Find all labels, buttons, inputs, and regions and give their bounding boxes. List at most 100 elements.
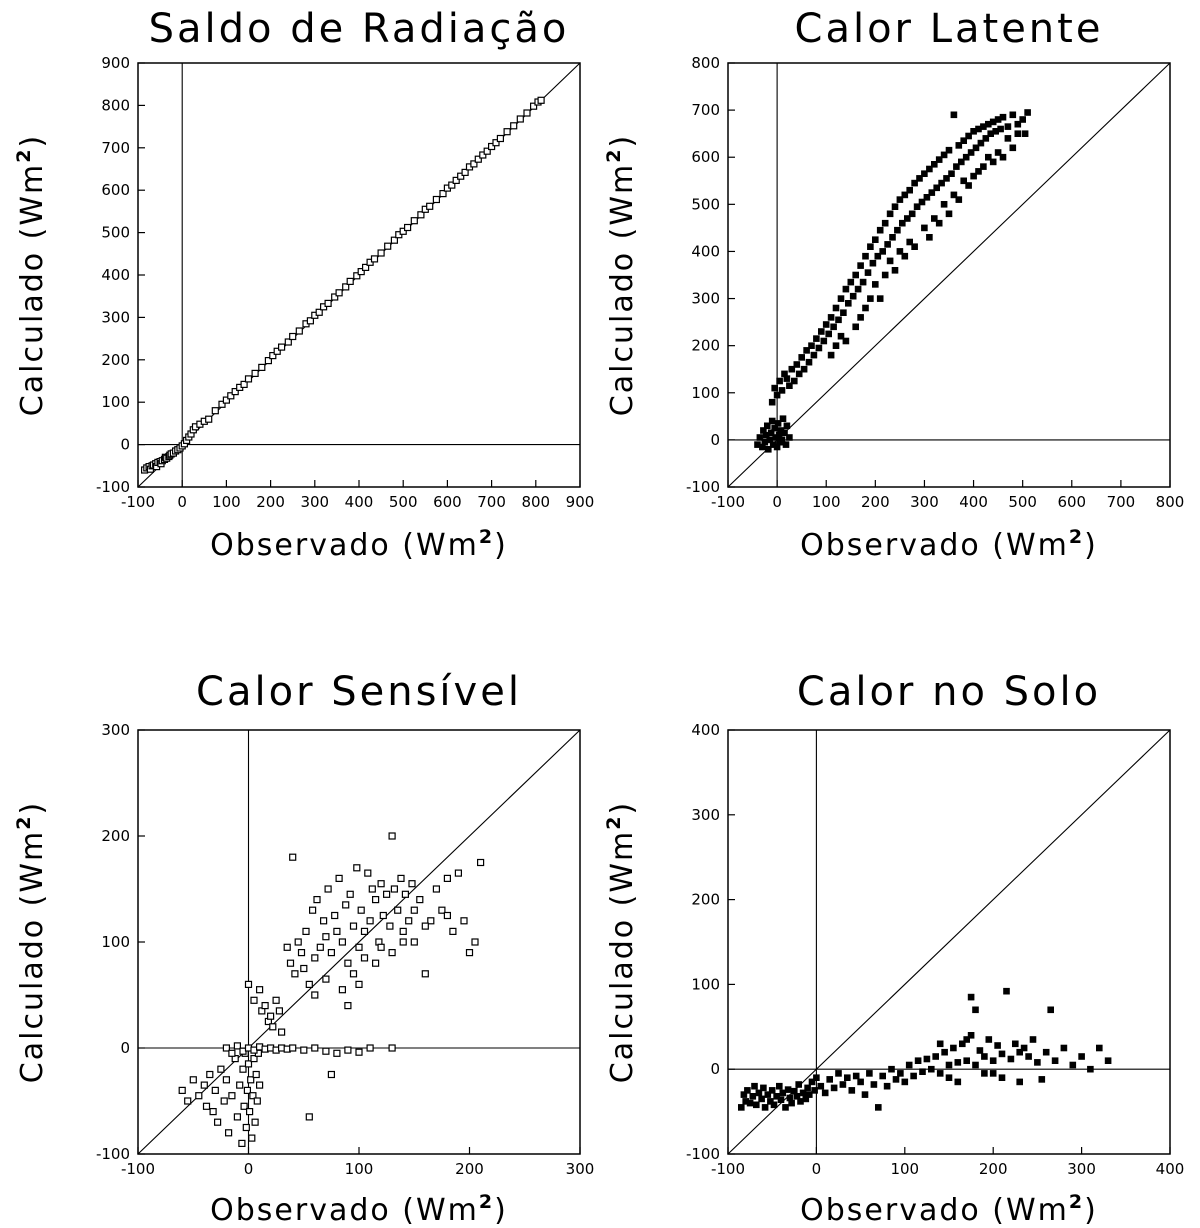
x-tick-label: 400 bbox=[1156, 1160, 1185, 1178]
data-point bbox=[346, 890, 354, 898]
data-point bbox=[240, 380, 248, 388]
y-axis-label-text: Calculado (Wm bbox=[605, 830, 640, 1083]
data-point bbox=[195, 1092, 203, 1100]
data-point bbox=[930, 161, 938, 168]
data-point bbox=[309, 906, 317, 914]
data-point bbox=[344, 1046, 352, 1054]
data-point bbox=[384, 242, 392, 250]
y-axis-label-close: ) bbox=[15, 134, 50, 148]
data-point bbox=[233, 1042, 241, 1050]
y-tick-label: 400 bbox=[691, 242, 720, 260]
data-point bbox=[913, 203, 921, 210]
data-point bbox=[1019, 116, 1027, 123]
y-tick-label: 500 bbox=[101, 224, 130, 242]
data-point bbox=[349, 970, 358, 978]
data-point bbox=[353, 864, 361, 872]
data-point bbox=[399, 938, 407, 946]
data-point bbox=[901, 1078, 909, 1086]
data-point bbox=[355, 1048, 363, 1056]
data-point bbox=[764, 1091, 772, 1098]
y-tick-label: 100 bbox=[101, 933, 130, 951]
chart-title: Calor Latente bbox=[795, 6, 1104, 52]
data-point bbox=[1038, 1076, 1046, 1083]
data-point bbox=[744, 1087, 751, 1094]
data-point bbox=[297, 948, 306, 957]
data-point bbox=[227, 392, 235, 400]
y-tick-label: 300 bbox=[101, 308, 130, 326]
data-point bbox=[289, 1044, 297, 1052]
data-point bbox=[749, 1093, 757, 1100]
data-point bbox=[967, 1032, 975, 1039]
data-point bbox=[488, 142, 496, 151]
data-point bbox=[896, 248, 904, 255]
data-point bbox=[443, 911, 451, 920]
data-point bbox=[778, 436, 786, 444]
x-tick-label: 200 bbox=[861, 493, 890, 511]
data-point bbox=[965, 182, 972, 189]
data-point bbox=[401, 890, 409, 898]
data-point bbox=[813, 1074, 820, 1081]
data-point bbox=[300, 964, 308, 973]
data-point bbox=[503, 128, 511, 136]
data-point bbox=[344, 1001, 352, 1010]
data-point bbox=[768, 398, 776, 406]
x-tick-label: 100 bbox=[812, 493, 841, 511]
data-point bbox=[981, 1053, 988, 1060]
data-point bbox=[432, 885, 440, 893]
x-tick-label: 0 bbox=[244, 1160, 254, 1178]
x-tick-label: 200 bbox=[455, 1160, 484, 1178]
data-point bbox=[272, 996, 280, 1004]
data-point bbox=[923, 1055, 931, 1063]
data-point bbox=[439, 190, 447, 198]
data-point bbox=[1016, 1048, 1024, 1056]
data-point bbox=[804, 1084, 811, 1092]
data-point bbox=[269, 1023, 277, 1031]
data-point bbox=[813, 335, 820, 342]
data-point bbox=[1021, 130, 1029, 137]
data-point bbox=[793, 361, 801, 368]
data-point bbox=[333, 1049, 341, 1057]
data-point bbox=[353, 272, 361, 280]
data-point bbox=[805, 358, 813, 366]
data-point bbox=[859, 278, 867, 286]
y-tick-label: 0 bbox=[120, 1039, 130, 1057]
y-tick-label: 700 bbox=[101, 139, 130, 157]
data-point bbox=[399, 227, 407, 235]
data-point bbox=[980, 163, 987, 170]
x-axis-label: Observado (Wm2) bbox=[800, 526, 1098, 563]
data-point bbox=[322, 1047, 330, 1055]
data-point bbox=[1009, 144, 1017, 152]
data-point bbox=[767, 1098, 774, 1105]
data-point bbox=[977, 139, 985, 147]
data-point bbox=[874, 1104, 882, 1111]
y-axis-label-text: Calculado (Wm bbox=[15, 163, 50, 416]
data-point bbox=[256, 986, 264, 994]
data-point bbox=[250, 996, 258, 1004]
data-point bbox=[782, 1104, 789, 1111]
data-point bbox=[886, 210, 894, 218]
data-point bbox=[410, 217, 418, 225]
data-point bbox=[911, 179, 918, 187]
data-point bbox=[897, 1070, 904, 1077]
data-point bbox=[932, 1053, 940, 1060]
data-point bbox=[355, 980, 363, 989]
chart-title: Calor Sensível bbox=[196, 669, 522, 715]
data-point bbox=[935, 219, 943, 227]
data-point bbox=[1016, 1078, 1024, 1086]
x-axis-label-exponent: 2 bbox=[479, 526, 494, 548]
x-tick-label: 700 bbox=[1107, 493, 1136, 511]
data-point bbox=[756, 434, 764, 441]
data-point bbox=[927, 1065, 935, 1073]
data-point bbox=[278, 343, 286, 351]
data-point bbox=[906, 238, 914, 246]
data-point bbox=[896, 196, 904, 203]
x-tick-label: -100 bbox=[121, 493, 155, 511]
x-tick-label: -100 bbox=[121, 1160, 155, 1178]
x-axis-label: Observado (Wm2) bbox=[210, 1191, 508, 1228]
data-point bbox=[940, 201, 948, 208]
data-point bbox=[938, 179, 945, 187]
data-point bbox=[953, 163, 960, 170]
data-point bbox=[943, 175, 950, 182]
y-axis-label-close: ) bbox=[15, 801, 50, 815]
data-point bbox=[1029, 1036, 1037, 1043]
